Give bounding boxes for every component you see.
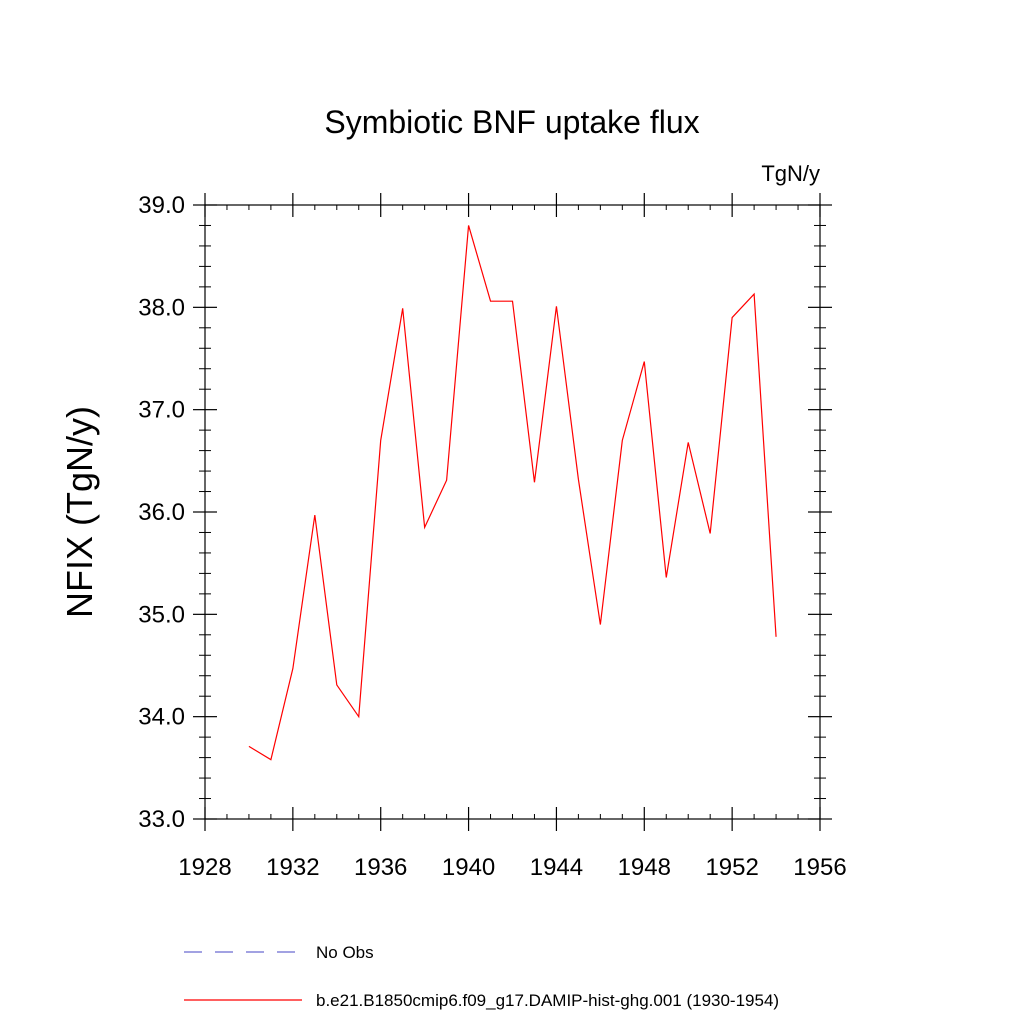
plot-frame xyxy=(204,204,821,820)
x-tick-label: 1948 xyxy=(618,854,671,881)
series-line-0 xyxy=(248,225,777,761)
y-tick-label: 35.0 xyxy=(138,601,185,628)
y-tick-label: 39.0 xyxy=(138,192,185,219)
legend-label-0: No Obs xyxy=(316,943,374,962)
axis-ticks xyxy=(193,193,832,831)
y-tick-label: 36.0 xyxy=(138,499,185,526)
x-tick-label: 1940 xyxy=(442,854,495,881)
x-tick-label: 1936 xyxy=(354,854,407,881)
legend: No Obs b.e21.B1850cmip6.f09_g17.DAMIP-his… xyxy=(184,943,779,1010)
legend-label-1: b.e21.B1850cmip6.f09_g17.DAMIP-hist-ghg.… xyxy=(316,991,779,1010)
x-tick-label: 1928 xyxy=(178,854,231,881)
y-tick-label: 38.0 xyxy=(138,294,185,321)
x-tick-label: 1944 xyxy=(530,854,583,881)
y-tick-label: 33.0 xyxy=(138,806,185,833)
tick-labels: 1928 1932 1936 1940 1944 1948 1952 1956 33.0 34.0… xyxy=(138,192,846,881)
y-axis-label: NFIX (TgN/y) xyxy=(59,406,100,618)
y-tick-label: 34.0 xyxy=(138,704,185,731)
x-tick-label: 1932 xyxy=(266,854,319,881)
series-layer xyxy=(248,225,777,761)
x-tick-label: 1956 xyxy=(793,854,846,881)
x-tick-label: 1952 xyxy=(705,854,758,881)
chart-title: Symbiotic BNF uptake flux xyxy=(324,104,699,140)
units-label: TgN/y xyxy=(761,161,820,186)
y-tick-label: 37.0 xyxy=(138,397,185,424)
